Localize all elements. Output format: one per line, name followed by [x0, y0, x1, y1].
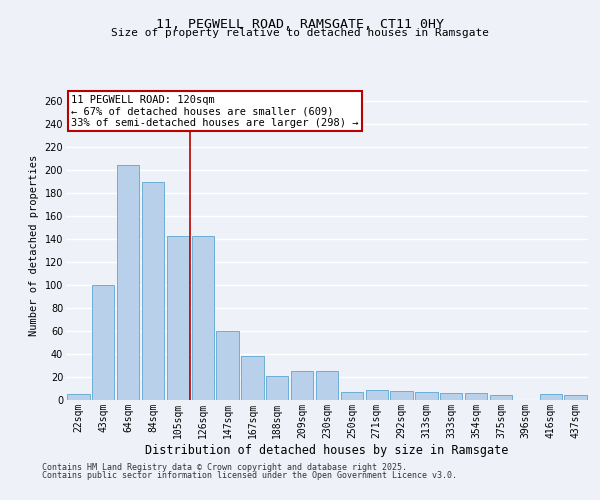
Bar	[316, 372, 338, 400]
Bar	[67, 394, 89, 400]
Bar	[539, 394, 562, 400]
Bar	[167, 236, 189, 400]
Text: Size of property relative to detached houses in Ramsgate: Size of property relative to detached ho…	[111, 28, 489, 38]
Bar	[241, 356, 263, 400]
Bar	[117, 164, 139, 400]
Bar	[191, 236, 214, 400]
Text: Contains public sector information licensed under the Open Government Licence v3: Contains public sector information licen…	[42, 471, 457, 480]
Bar	[341, 392, 363, 400]
Bar	[490, 396, 512, 400]
Text: Contains HM Land Registry data © Crown copyright and database right 2025.: Contains HM Land Registry data © Crown c…	[42, 464, 407, 472]
Text: 11, PEGWELL ROAD, RAMSGATE, CT11 0HY: 11, PEGWELL ROAD, RAMSGATE, CT11 0HY	[156, 18, 444, 30]
Text: 11 PEGWELL ROAD: 120sqm
← 67% of detached houses are smaller (609)
33% of semi-d: 11 PEGWELL ROAD: 120sqm ← 67% of detache…	[71, 94, 359, 128]
Bar	[291, 372, 313, 400]
Bar	[365, 390, 388, 400]
Bar	[565, 396, 587, 400]
Bar	[415, 392, 437, 400]
Bar	[142, 182, 164, 400]
Bar	[266, 376, 289, 400]
Bar	[217, 331, 239, 400]
Y-axis label: Number of detached properties: Number of detached properties	[29, 154, 39, 336]
Bar	[465, 393, 487, 400]
Bar	[440, 393, 463, 400]
Bar	[391, 391, 413, 400]
X-axis label: Distribution of detached houses by size in Ramsgate: Distribution of detached houses by size …	[145, 444, 509, 456]
Bar	[92, 285, 115, 400]
